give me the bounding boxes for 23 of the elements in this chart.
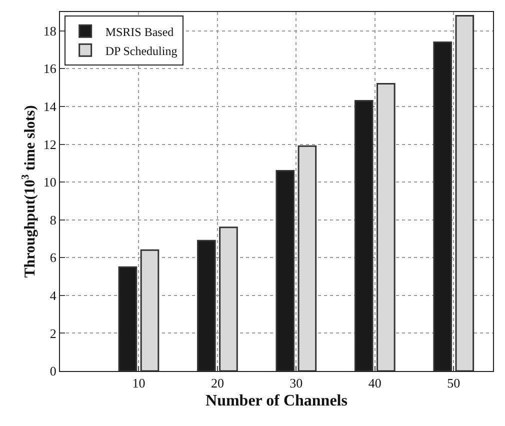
x-tick-label: 50	[447, 376, 460, 391]
y-tick-label: 6	[50, 250, 57, 266]
bar	[140, 249, 160, 371]
x-tick-label: 30	[290, 376, 303, 391]
bar	[219, 226, 238, 371]
y-tick-label: 16	[43, 61, 57, 76]
y-tick-label: 18	[43, 23, 56, 38]
x-tick-label: 40	[368, 376, 382, 391]
legend-label: DP Scheduling	[105, 44, 178, 58]
y-tick-label: 2	[50, 326, 56, 341]
y-tick-label: 10	[43, 174, 56, 190]
y-tick-label: 8	[50, 212, 56, 228]
x-tick-label: 20	[210, 376, 224, 391]
y-tick-label: 0	[50, 364, 56, 379]
x-tick-label: 10	[132, 376, 146, 391]
bar	[376, 83, 396, 371]
x-axis-title: Number of Channels	[206, 392, 348, 410]
legend-label: MSRIS Based	[105, 24, 174, 39]
y-tick-label: 4	[50, 288, 57, 303]
y-tick-label: 12	[43, 136, 56, 152]
y-tick-label: 14	[43, 99, 57, 114]
bar	[455, 15, 474, 371]
bar	[298, 145, 317, 371]
